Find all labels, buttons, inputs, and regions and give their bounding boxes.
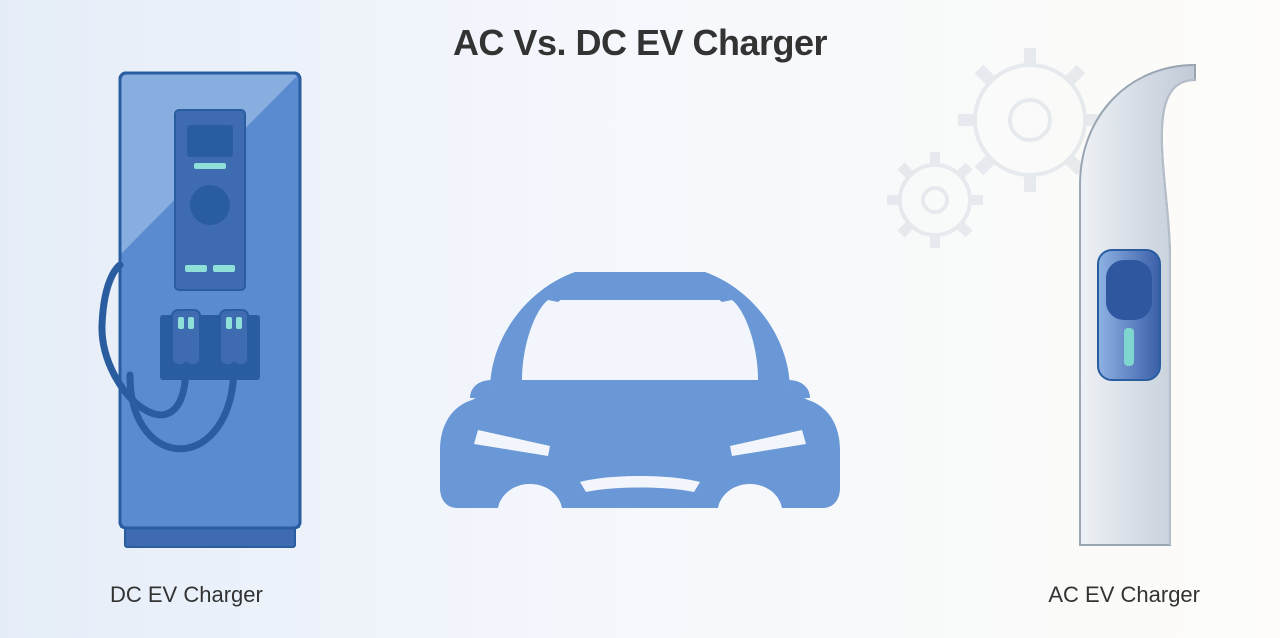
dc-charger-illustration <box>90 55 320 555</box>
ac-charger-label: AC EV Charger <box>1048 582 1200 608</box>
dc-charger-label: DC EV Charger <box>110 582 263 608</box>
ac-charger-illustration <box>1020 55 1220 555</box>
ev-car-illustration <box>430 230 850 540</box>
